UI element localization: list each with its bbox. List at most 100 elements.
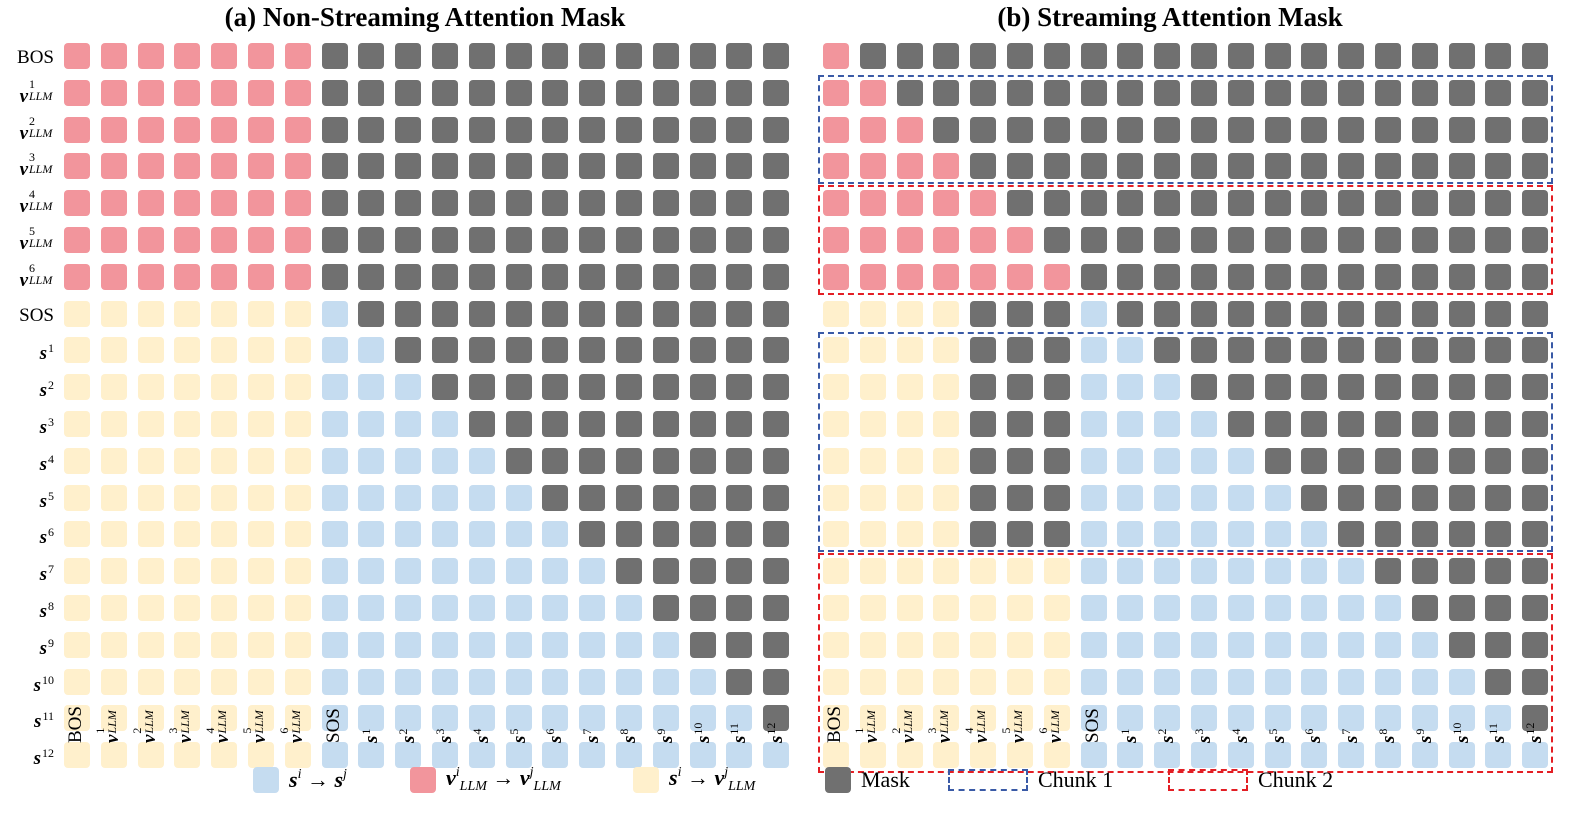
mask-cell	[1154, 153, 1181, 180]
mask-cell	[652, 595, 679, 621]
mask-cell	[1191, 484, 1217, 511]
mask-cell	[1117, 374, 1144, 401]
mask-cell	[248, 116, 274, 143]
mask-cell	[726, 43, 753, 69]
mask-cell	[896, 116, 923, 143]
col-label-v6: v 6 LLM	[276, 710, 307, 743]
mask-cell	[1411, 705, 1438, 732]
mask-cell	[1227, 337, 1254, 364]
mask-cell	[1043, 227, 1070, 253]
mask-cell	[823, 337, 849, 364]
mask-cell	[248, 43, 274, 69]
mask-cell	[64, 411, 90, 437]
mask-cell	[1375, 79, 1401, 106]
mask-cell	[1117, 227, 1144, 253]
mask-cell	[211, 190, 238, 217]
mask-cell	[174, 631, 201, 658]
mask-cell	[1485, 337, 1512, 364]
mask-cell	[579, 337, 606, 364]
mask-cell	[1448, 300, 1475, 327]
mask-cell	[970, 374, 997, 401]
mask-cell	[970, 595, 997, 621]
mask-cell	[505, 631, 532, 658]
mask-cell	[1338, 411, 1365, 437]
mask-cell	[763, 337, 790, 364]
mask-cell	[1375, 411, 1401, 437]
mask-cell	[689, 190, 716, 217]
row-label-s6: s6	[39, 525, 54, 549]
mask-cell	[616, 447, 642, 474]
mask-cell	[1522, 337, 1549, 364]
mask-cell	[616, 227, 642, 253]
mask-cell	[823, 263, 849, 290]
row-label-s2: s2	[39, 378, 54, 402]
mask-cell	[468, 558, 495, 585]
legend-label-chunk1: Chunk 1	[1038, 767, 1114, 792]
mask-cell	[1191, 300, 1217, 327]
mask-cell	[726, 227, 753, 253]
legend-item-v-to-v: viLLM → vjLLM	[410, 760, 561, 800]
mask-cell	[468, 190, 495, 217]
mask-cell	[100, 447, 127, 474]
mask-cell	[616, 595, 642, 621]
row-label-v1: v 1 LLM	[19, 76, 53, 107]
mask-cell	[1117, 595, 1144, 621]
mask-cell	[1448, 521, 1475, 548]
mask-cell	[248, 447, 274, 474]
mask-cell	[689, 705, 716, 732]
mask-cell	[970, 484, 997, 511]
mask-cell	[579, 447, 606, 474]
mask-cell	[1227, 263, 1254, 290]
mask-cell	[248, 263, 274, 290]
mask-cell	[933, 705, 960, 732]
mask-cell	[211, 484, 238, 511]
mask-cell	[1375, 227, 1401, 253]
mask-cell	[137, 227, 164, 253]
mask-cell	[100, 484, 127, 511]
mask-cell	[1301, 705, 1328, 732]
mask-cell	[1080, 190, 1107, 217]
mask-cell	[358, 337, 385, 364]
mask-cell	[358, 558, 385, 585]
mask-cell	[248, 521, 274, 548]
mask-cell	[1154, 447, 1181, 474]
mask-cell	[284, 116, 311, 143]
mask-cell	[358, 300, 385, 327]
mask-cell	[100, 558, 127, 585]
mask-cell	[859, 190, 886, 217]
mask-cell	[1191, 595, 1217, 621]
mask-cell	[616, 116, 642, 143]
mask-cell	[1117, 521, 1144, 548]
mask-cell	[174, 558, 201, 585]
mask-cell	[1080, 742, 1107, 769]
mask-cell	[284, 705, 311, 732]
mask-cell	[1301, 668, 1328, 695]
mask-cell	[395, 705, 422, 732]
mask-cell	[763, 558, 790, 585]
mask-cell	[726, 558, 753, 585]
mask-cell	[616, 631, 642, 658]
mask-cell	[1007, 411, 1033, 437]
mask-cell	[1375, 116, 1401, 143]
mask-cell	[689, 79, 716, 106]
chunk2-box-speech	[818, 553, 1554, 774]
mask-cell	[579, 558, 606, 585]
mask-cell	[933, 43, 960, 69]
mask-cell	[1338, 263, 1365, 290]
panel-title-right: (b) Streaming Attention Mask	[997, 2, 1343, 32]
chunk1-box-visual	[818, 74, 1554, 185]
mask-cell	[896, 43, 923, 69]
mask-cell	[1264, 190, 1291, 217]
mask-cell	[505, 742, 532, 769]
mask-cell	[1338, 337, 1365, 364]
mask-cell	[689, 227, 716, 253]
mask-cell	[395, 43, 422, 69]
col-label-v1: v 1 LLM	[92, 710, 123, 743]
mask-cell	[1117, 411, 1144, 437]
mask-cell	[1080, 411, 1107, 437]
mask-cell	[1080, 705, 1107, 732]
mask-cell	[652, 337, 679, 364]
mask-cell	[1338, 153, 1365, 180]
mask-cell	[321, 595, 348, 621]
mask-cell	[896, 337, 923, 364]
